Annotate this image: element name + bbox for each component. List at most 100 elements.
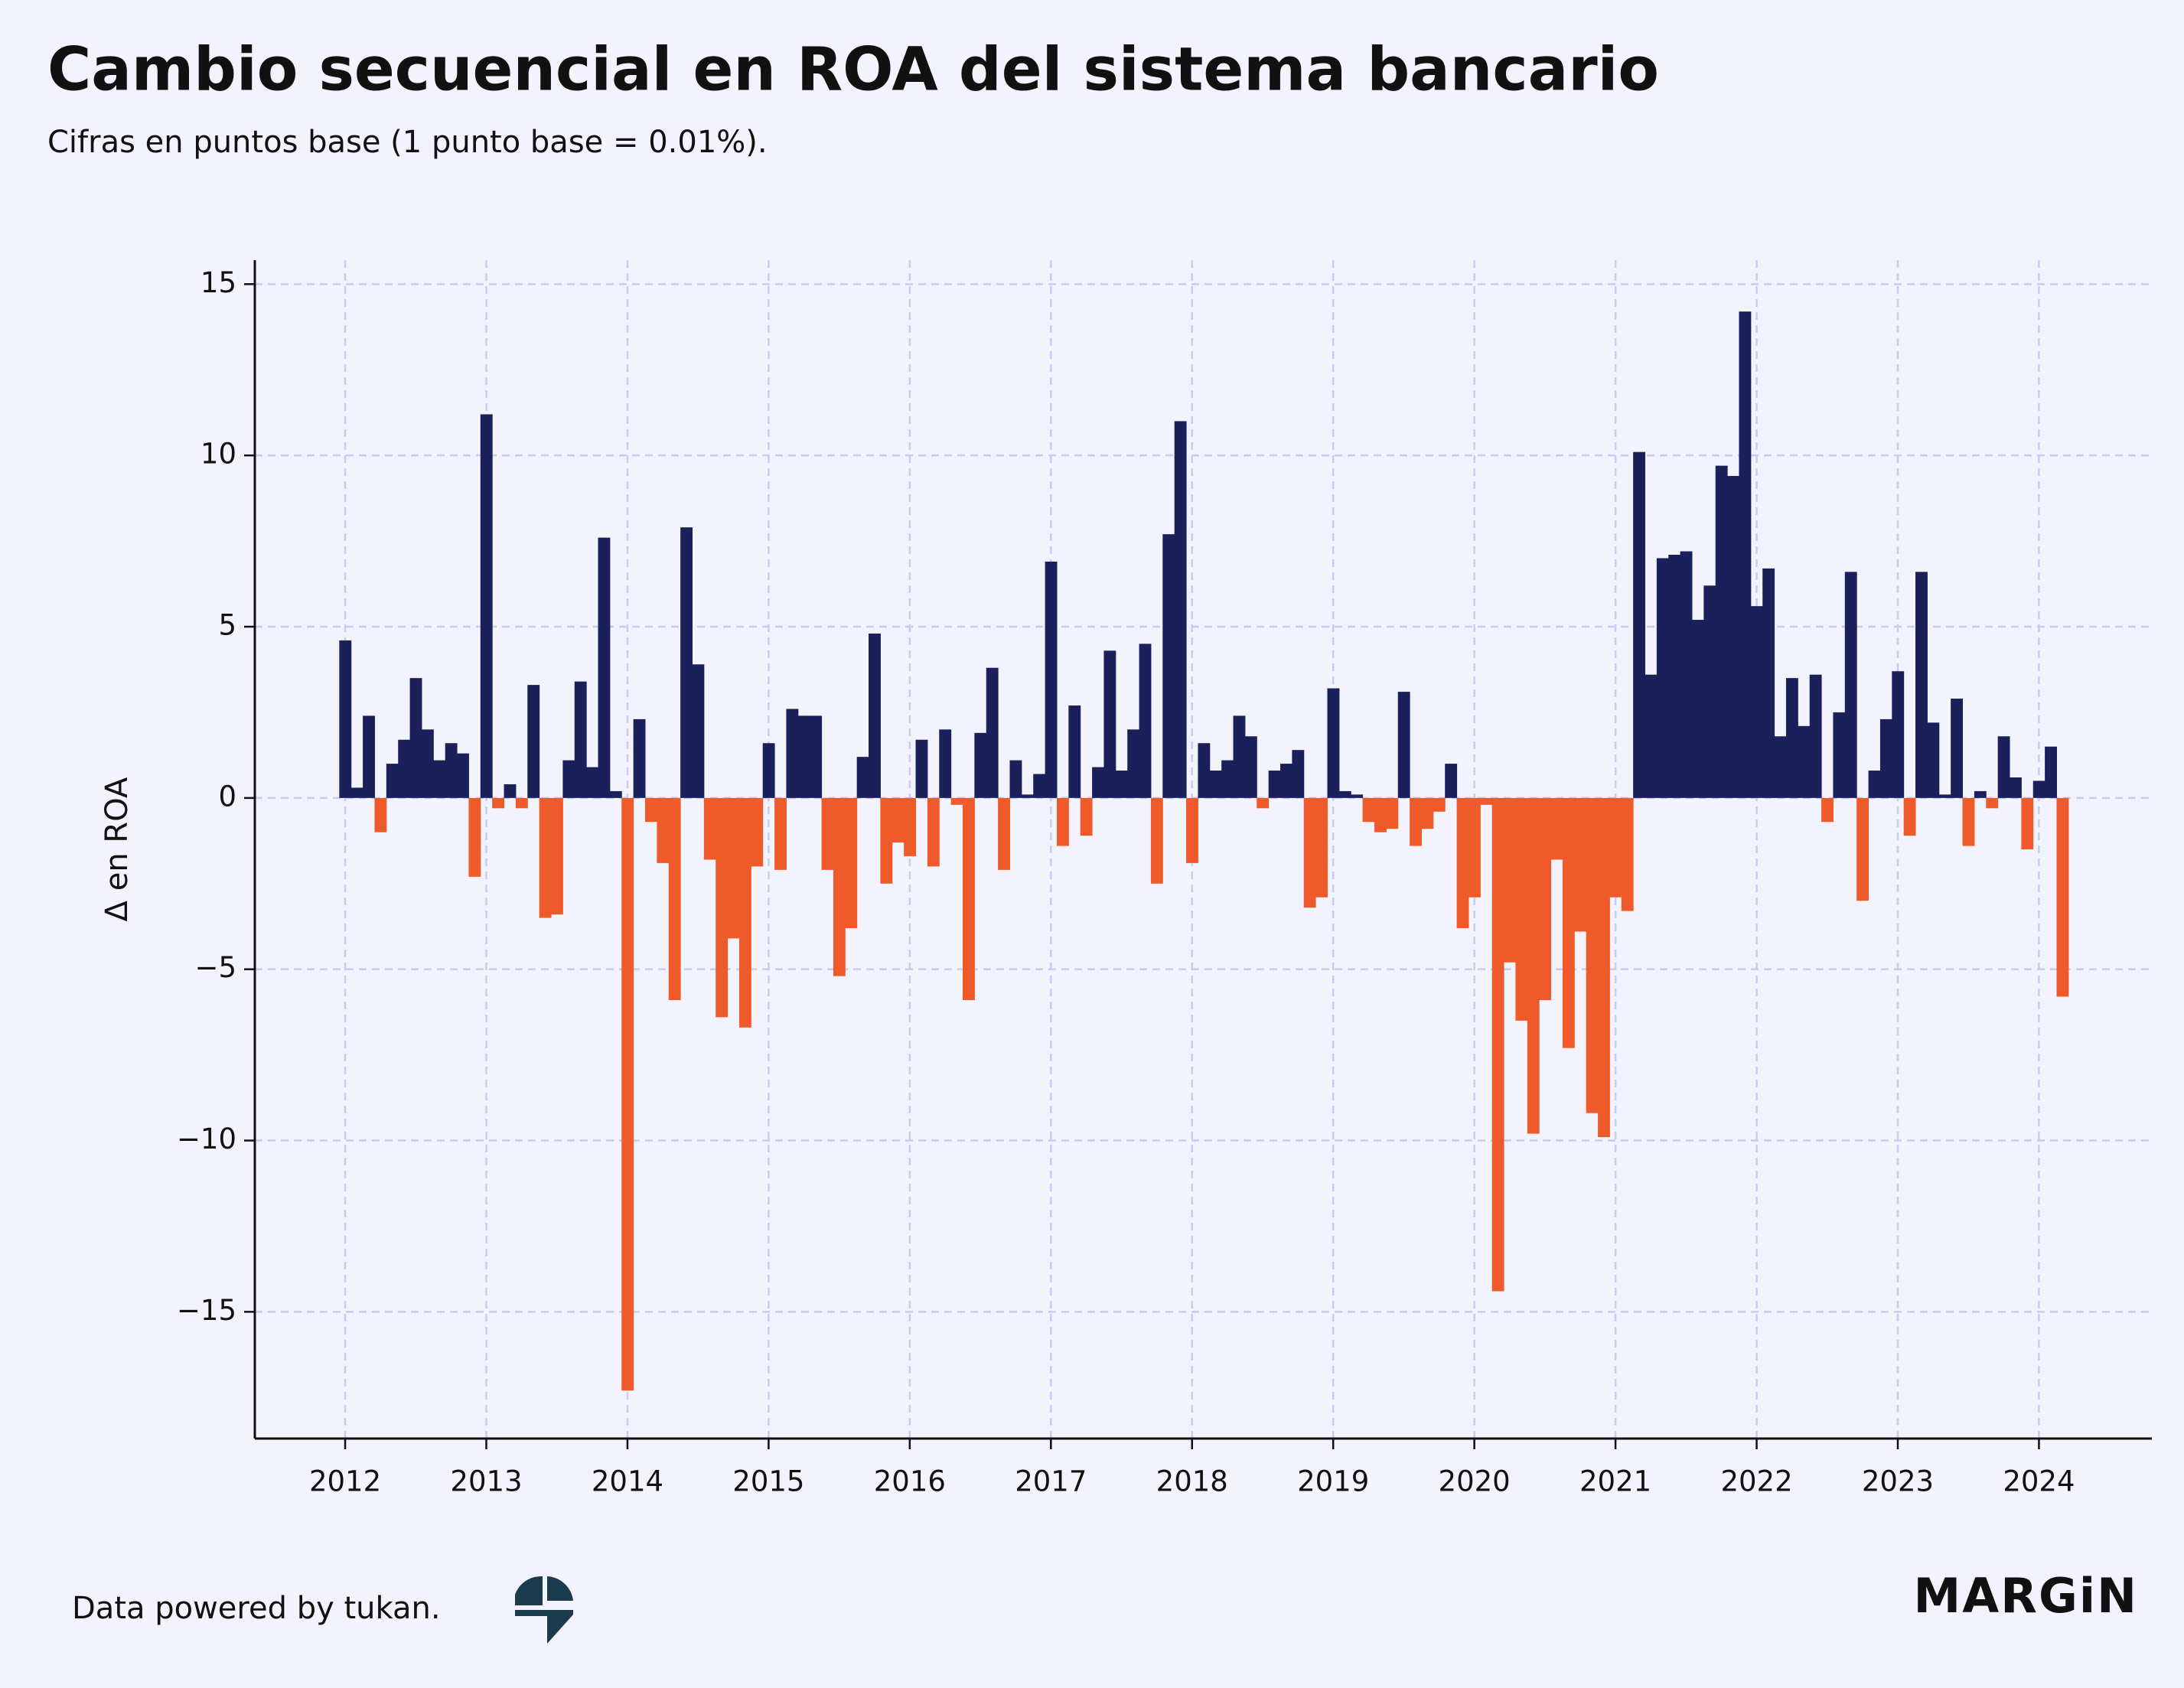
bar [1068, 705, 1081, 798]
bar [810, 715, 823, 798]
bar [1033, 774, 1046, 798]
bar [1692, 620, 1704, 798]
chart-title: Cambio secuencial en ROA del sistema ban… [47, 35, 1659, 104]
bar [374, 797, 387, 833]
bar [551, 797, 563, 915]
bar [562, 760, 575, 798]
bar [892, 797, 905, 843]
bar [1362, 797, 1375, 823]
bar [1092, 767, 1104, 798]
x-tick-label: 2023 [1862, 1465, 1934, 1498]
bar [386, 764, 399, 798]
chart-subtitle: Cifras en puntos base (1 punto base = 0.… [47, 125, 768, 160]
bar [1174, 421, 1187, 798]
bar [727, 797, 740, 939]
bar [1150, 797, 1163, 884]
x-tick-label: 2018 [1156, 1465, 1228, 1498]
bar [1315, 797, 1328, 898]
bar [738, 797, 751, 1028]
bar [1962, 797, 1975, 846]
bar [1257, 797, 1270, 809]
bar [339, 640, 352, 798]
tukan-logo [515, 1576, 573, 1644]
x-tick-label: 2021 [1579, 1465, 1651, 1498]
bar [1115, 771, 1128, 798]
bar [1680, 551, 1693, 798]
bar [539, 797, 552, 918]
bar [1421, 797, 1434, 829]
bar [1550, 797, 1563, 860]
bar [598, 537, 611, 798]
bar [1198, 743, 1211, 798]
bar [1527, 797, 1540, 1134]
bar [1727, 476, 1739, 798]
x-tick-label: 2024 [2003, 1465, 2075, 1498]
bar [1997, 736, 2010, 798]
bar [1491, 797, 1504, 1292]
axes: −15 −10 −5 0 5 10 15 2012 2013 2014 2015 2016 2017 20… [177, 260, 2152, 1498]
bar [1951, 699, 1964, 798]
bar [609, 790, 622, 798]
bar [716, 797, 729, 1018]
bar [904, 797, 917, 856]
bar [1798, 725, 1811, 798]
bar [1621, 797, 1634, 911]
bar [1504, 797, 1516, 963]
bar [1303, 797, 1316, 908]
bar [1586, 797, 1599, 1113]
bar [1351, 794, 1364, 798]
bar [527, 685, 540, 798]
bar [1785, 678, 1798, 798]
bar [1386, 797, 1399, 829]
bar [833, 797, 846, 976]
bar [468, 797, 481, 877]
y-tick-label: 10 [200, 438, 236, 471]
bar [1338, 790, 1351, 798]
bars [339, 311, 2069, 1391]
bar [1868, 771, 1881, 798]
bar [786, 709, 799, 798]
bar [1397, 692, 1410, 798]
bar [350, 787, 363, 798]
bar [680, 527, 693, 798]
bar [1739, 311, 1752, 798]
bar [751, 797, 764, 867]
x-tick-label: 2013 [450, 1465, 522, 1498]
bar [880, 797, 893, 884]
x-tick-label: 2015 [732, 1465, 804, 1498]
bar [2010, 777, 2022, 798]
bar [504, 784, 517, 798]
x-tick-label: 2017 [1015, 1465, 1087, 1498]
bar [1645, 674, 1658, 798]
bar [1833, 712, 1846, 798]
bar [1938, 794, 1951, 798]
bar [2045, 746, 2057, 798]
bar [1703, 585, 1716, 798]
bar [1127, 729, 1140, 798]
footer-credit: Data powered by tukan. [72, 1591, 441, 1626]
bar [1162, 534, 1175, 798]
bar [915, 739, 928, 798]
bar [1844, 572, 1857, 798]
bar [1268, 771, 1281, 798]
bar [1809, 674, 1822, 798]
bar [515, 797, 528, 809]
bar [1598, 797, 1610, 1138]
bar [1280, 764, 1292, 798]
bar [1009, 760, 1022, 798]
bar [939, 729, 952, 798]
x-tick-label: 2020 [1439, 1465, 1511, 1498]
bar [845, 797, 858, 928]
bar [1327, 688, 1340, 798]
bar [1656, 558, 1669, 798]
bar [986, 667, 999, 798]
bar [1374, 797, 1387, 833]
y-axis-label: Δ en ROA [99, 777, 135, 921]
bar [1221, 760, 1234, 798]
bar [1974, 790, 1987, 798]
bar [1903, 797, 1916, 836]
bar [574, 681, 587, 798]
bar [1915, 572, 1928, 798]
